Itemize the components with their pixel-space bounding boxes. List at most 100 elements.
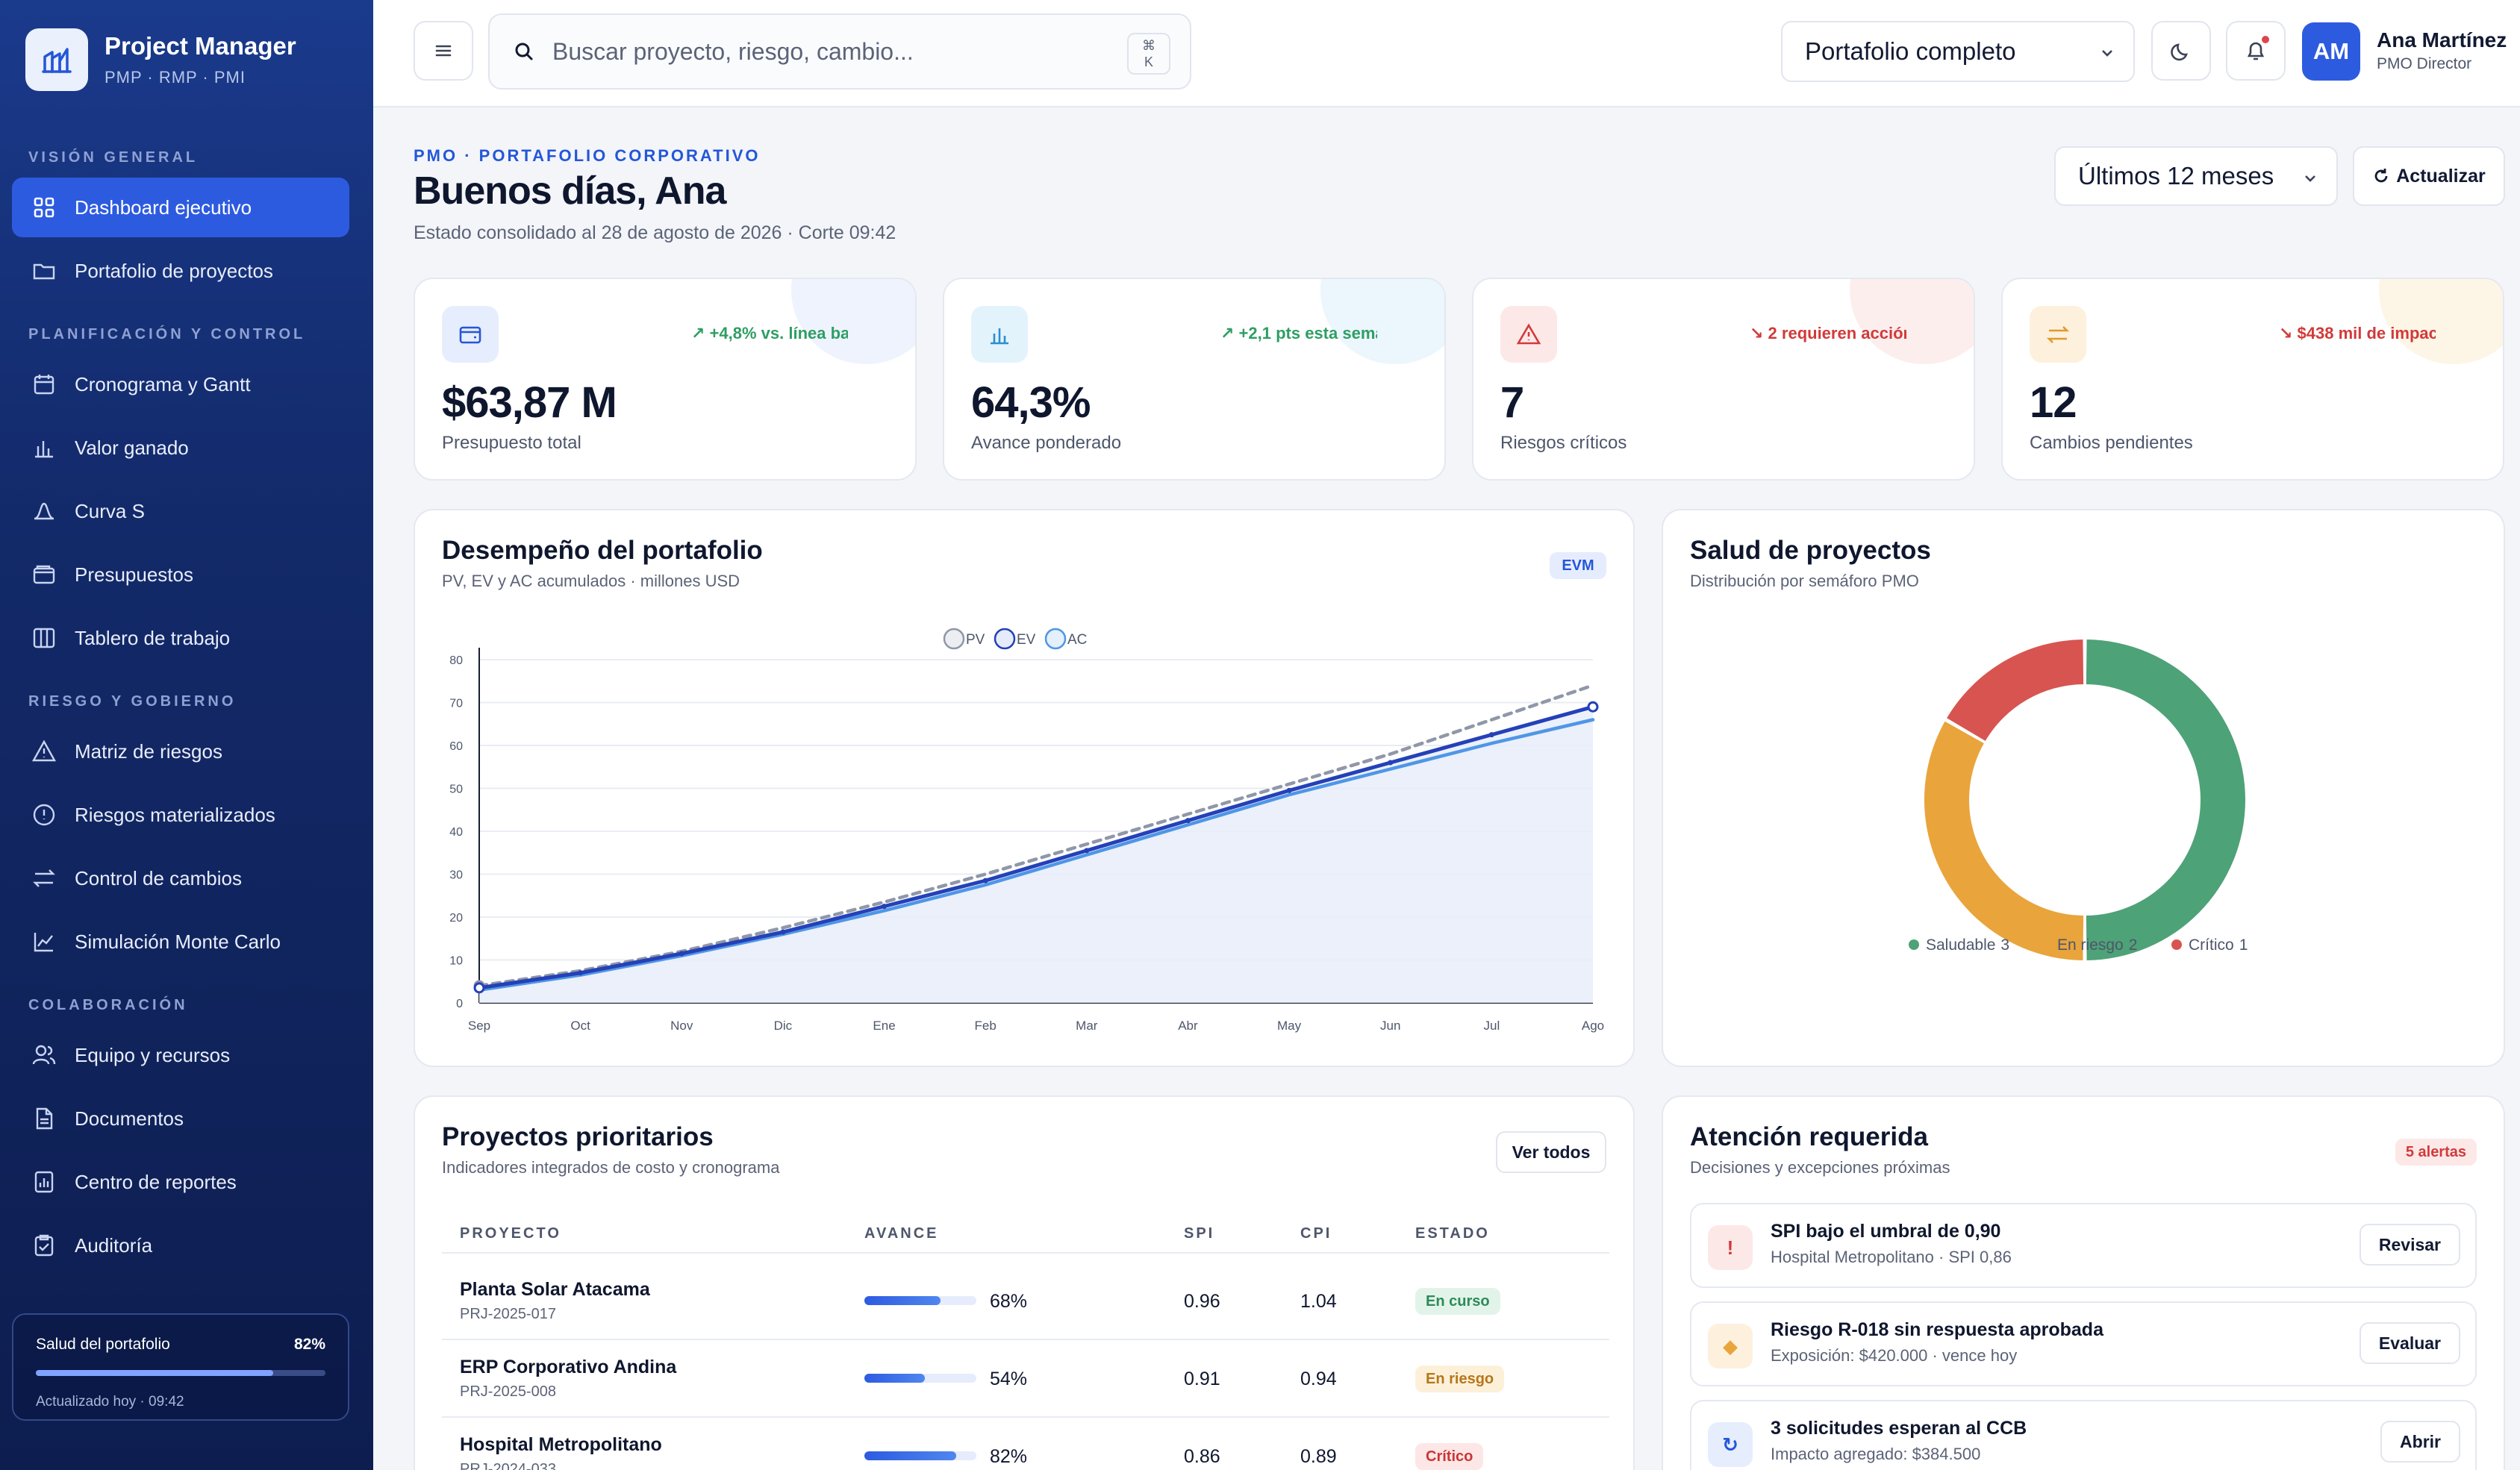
project-name[interactable]: Planta Solar Atacama	[460, 1279, 650, 1300]
notifications-button[interactable]	[2226, 21, 2286, 81]
users-icon	[32, 1045, 56, 1065]
alert-action-button[interactable]: Abrir	[2380, 1421, 2460, 1463]
kpi-decoration	[791, 279, 915, 364]
sidebar-item-label: Equipo y recursos	[75, 1043, 231, 1066]
view-all-button[interactable]: Ver todos	[1496, 1131, 1606, 1173]
sidebar-item-earned-value[interactable]: Valor ganado	[12, 418, 349, 478]
clipboard-check-icon	[34, 1234, 54, 1257]
sidebar-item-label: Portafolio de proyectos	[75, 259, 273, 282]
sidebar-item-reports[interactable]: Centro de reportes	[12, 1152, 349, 1212]
project-name[interactable]: ERP Corporativo Andina	[460, 1357, 677, 1377]
sidebar-item-monte-carlo[interactable]: Simulación Monte Carlo	[12, 912, 349, 972]
sidebar-item-work-board[interactable]: Tablero de trabajo	[12, 608, 349, 668]
kpi-value: $63,87 M	[442, 378, 617, 427]
alert-item-ccb-requests[interactable]: ↻ 3 solicitudes esperan al CCB Impacto agr…	[1690, 1400, 2477, 1470]
sidebar-item-documents[interactable]: Documentos	[12, 1089, 349, 1148]
search-shortcut: ⌘ K	[1127, 33, 1170, 75]
kpi-decoration	[2379, 279, 2503, 364]
alert-item-risk-r018[interactable]: ◆ Riesgo R-018 sin respuesta aprobada Expo…	[1690, 1301, 2477, 1386]
project-code: PRJ-2024-033	[460, 1461, 556, 1470]
performance-subtitle: PV, EV y AC acumulados · millones USD	[442, 572, 740, 590]
sidebar-item-label: Presupuestos	[75, 563, 193, 586]
sidebar-item-label: Simulación Monte Carlo	[75, 930, 281, 953]
warning-icon	[1516, 323, 1541, 345]
progress-value: 82%	[990, 1446, 1028, 1467]
diamond-icon: ◆	[1708, 1324, 1753, 1369]
performance-title: Desempeño del portafolio	[442, 536, 763, 565]
progress-bar	[864, 1296, 976, 1305]
column-header-status: ESTADO	[1415, 1225, 1490, 1242]
project-name[interactable]: Hospital Metropolitano	[460, 1434, 662, 1455]
sidebar-item-label: Matriz de riesgos	[75, 739, 222, 763]
refresh-button[interactable]: Actualizar	[2353, 146, 2505, 206]
avatar[interactable]: AM	[2302, 22, 2360, 81]
kpi-label: Riesgos críticos	[1500, 433, 1627, 453]
nav-section-collaboration: COLABORACIÓN	[28, 997, 188, 1013]
x-tick-label: Dic	[774, 1019, 793, 1033]
kpi-card-critical-risks[interactable]: ↘ 2 requieren acción 7 Riesgos críticos	[1472, 278, 1975, 481]
health-donut-chart: Saludable 3 En riesgo 2 Crítico 1	[1909, 639, 2248, 960]
donut-slice-1	[1924, 721, 2084, 960]
menu-button[interactable]	[414, 21, 473, 81]
sidebar-item-budgets[interactable]: Presupuestos	[12, 545, 349, 604]
series-line-ac	[477, 718, 1595, 992]
brand[interactable]: Project Manager PMP · RMP · PMI	[25, 28, 296, 91]
legend-label-ev: EV	[1017, 632, 1036, 648]
search-box[interactable]: ⌘ K	[488, 13, 1191, 90]
sidebar-item-label: Curva S	[75, 499, 145, 522]
ev-point	[578, 970, 584, 976]
kpi-card-progress[interactable]: ↗ +2,1 pts esta semana 64,3% Avance ponder…	[943, 278, 1446, 481]
x-tick-label: Abr	[1178, 1019, 1198, 1033]
user-name[interactable]: Ana Martínez	[2377, 28, 2507, 51]
user-role: PMO Director	[2377, 55, 2472, 72]
kpi-card-budget[interactable]: ↗ +4,8% vs. línea base $63,87 M Presupuest…	[414, 278, 917, 481]
x-tick-label: Oct	[570, 1019, 590, 1033]
sidebar-item-dashboard[interactable]: Dashboard ejecutivo	[12, 178, 349, 237]
alert-action-button[interactable]: Evaluar	[2359, 1322, 2460, 1364]
period-select-value: Últimos 12 meses	[2078, 162, 2274, 190]
page-subtitle: Estado consolidado al 28 de agosto de 20…	[414, 222, 896, 243]
period-select[interactable]: Últimos 12 meses	[2054, 146, 2338, 206]
legend-swatch-ac	[1044, 628, 1067, 650]
sidebar-item-label: Documentos	[75, 1107, 184, 1130]
ev-point	[473, 982, 485, 994]
brand-subtitle: PMP · RMP · PMI	[105, 68, 246, 87]
kpi-trend: ↘ $438 mil de impacto	[2279, 324, 2436, 343]
x-tick-label: Jul	[1483, 1019, 1500, 1033]
sidebar-item-audit[interactable]: Auditoría	[12, 1216, 349, 1275]
legend-name: En riesgo	[2057, 936, 2124, 954]
legend-name: Saludable	[1926, 936, 1995, 954]
sidebar-item-schedule[interactable]: Cronograma y Gantt	[12, 354, 349, 414]
ev-point	[679, 951, 684, 957]
sidebar-item-portfolio[interactable]: Portafolio de proyectos	[12, 241, 349, 301]
sidebar-item-risk-matrix[interactable]: Matriz de riesgos	[12, 722, 349, 781]
x-tick-label: Ago	[1582, 1019, 1604, 1033]
sidebar-item-materialized-risks[interactable]: Riesgos materializados	[12, 785, 349, 845]
sidebar-item-label: Riesgos materializados	[75, 803, 275, 826]
search-input[interactable]	[552, 37, 1090, 66]
evm-badge: EVM	[1550, 552, 1606, 579]
portfolio-select[interactable]: Portafolio completo	[1781, 21, 2135, 82]
progress-bar	[864, 1451, 976, 1460]
sidebar-item-change-control[interactable]: Control de cambios	[12, 848, 349, 908]
brand-title: Project Manager	[105, 32, 296, 60]
donut-slice-2	[1947, 639, 2084, 741]
y-tick-label: 40	[449, 826, 463, 839]
sidebar-item-label: Cronograma y Gantt	[75, 372, 251, 395]
progress-fill	[864, 1296, 941, 1305]
y-tick-label: 50	[449, 784, 463, 796]
sidebar-item-team[interactable]: Equipo y recursos	[12, 1025, 349, 1085]
y-tick-label: 20	[449, 912, 463, 925]
kpi-label: Presupuesto total	[442, 433, 581, 453]
folder-icon	[33, 263, 55, 280]
portfolio-select-value: Portafolio completo	[1805, 37, 2016, 65]
sidebar-item-s-curve[interactable]: Curva S	[12, 481, 349, 541]
theme-toggle-button[interactable]	[2151, 21, 2211, 81]
kpi-card-pending-changes[interactable]: ↘ $438 mil de impacto 12 Cambios pendiente…	[2001, 278, 2504, 481]
portfolio-health-label: Salud del portafolio	[36, 1336, 170, 1353]
kpi-decoration	[1320, 279, 1444, 364]
alert-item-spi-threshold[interactable]: ! SPI bajo el umbral de 0,90 Hospital Metr…	[1690, 1203, 2477, 1288]
swap-icon	[33, 869, 55, 887]
alert-action-button[interactable]: Revisar	[2359, 1224, 2460, 1266]
exclamation-icon: !	[1708, 1225, 1753, 1270]
